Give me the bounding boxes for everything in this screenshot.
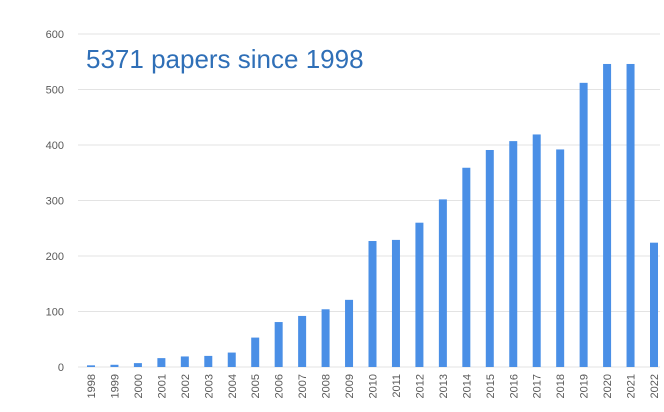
y-tick-label: 300 xyxy=(46,196,64,208)
x-tick-label: 2008 xyxy=(321,374,333,398)
bar-2011 xyxy=(391,239,400,367)
bar-2004 xyxy=(227,352,236,367)
bar-2010 xyxy=(368,241,377,367)
bar-2002 xyxy=(180,356,189,367)
x-tick-label: 2007 xyxy=(297,374,309,398)
bar-2014 xyxy=(462,167,471,367)
bar-2003 xyxy=(204,355,213,367)
x-tick-label: 2012 xyxy=(414,374,426,398)
bar-2022 xyxy=(650,242,658,367)
x-tick-label: 2005 xyxy=(250,374,262,398)
x-tick-label: 2019 xyxy=(579,374,591,398)
x-tick-label: 2018 xyxy=(555,374,567,398)
x-tick-label: 2003 xyxy=(203,374,215,398)
bar-2001 xyxy=(157,358,166,367)
x-tick-label: 2015 xyxy=(485,374,497,398)
x-tick-label: 2013 xyxy=(438,374,450,398)
x-tick-label: 2020 xyxy=(602,374,614,398)
bar-2021 xyxy=(626,63,635,367)
x-axis-ticks: 1998 1999 2000 2001 2002 2003 2004 2005 2006 2007… xyxy=(86,374,661,398)
bar-2009 xyxy=(345,299,354,367)
bar-2016 xyxy=(509,141,518,367)
x-tick-label: 2017 xyxy=(532,374,544,398)
x-tick-label: 2021 xyxy=(626,374,638,398)
bar-2015 xyxy=(485,149,494,367)
x-tick-label: 1999 xyxy=(109,374,121,398)
x-tick-label: 2001 xyxy=(156,374,168,398)
y-axis-ticks: 0 100 200 300 400 500 600 xyxy=(46,29,64,374)
bar-2000 xyxy=(133,363,142,367)
x-tick-label: 1998 xyxy=(86,374,98,398)
y-tick-label: 400 xyxy=(46,140,64,152)
x-tick-label: 2016 xyxy=(508,374,520,398)
x-tick-label: 2009 xyxy=(344,374,356,398)
bar-2008 xyxy=(321,309,330,367)
x-tick-label: 2000 xyxy=(133,374,145,398)
x-tick-label: 2002 xyxy=(180,374,192,398)
x-tick-label: 2011 xyxy=(391,374,403,398)
bar-1998 xyxy=(87,365,95,367)
y-tick-label: 100 xyxy=(46,307,64,319)
bar-2005 xyxy=(251,337,260,367)
bar-2019 xyxy=(579,82,588,367)
x-tick-label: 2010 xyxy=(368,374,380,398)
y-tick-label: 500 xyxy=(46,85,64,97)
bar-2012 xyxy=(415,222,424,367)
bars xyxy=(87,63,658,367)
bar-2018 xyxy=(556,149,565,367)
x-tick-label: 2022 xyxy=(649,374,661,398)
bar-2013 xyxy=(438,199,447,367)
chart-title: 5371 papers since 1998 xyxy=(86,44,364,74)
y-tick-label: 0 xyxy=(58,362,64,374)
bar-2017 xyxy=(532,134,541,367)
bar-2020 xyxy=(603,63,612,367)
bar-1999 xyxy=(110,364,119,367)
x-tick-label: 2014 xyxy=(461,374,473,398)
y-tick-label: 600 xyxy=(46,29,64,41)
x-tick-label: 2006 xyxy=(274,374,286,398)
bar-2007 xyxy=(298,315,307,367)
y-tick-label: 200 xyxy=(46,251,64,263)
x-tick-label: 2004 xyxy=(227,374,239,398)
bar-2006 xyxy=(274,322,283,367)
